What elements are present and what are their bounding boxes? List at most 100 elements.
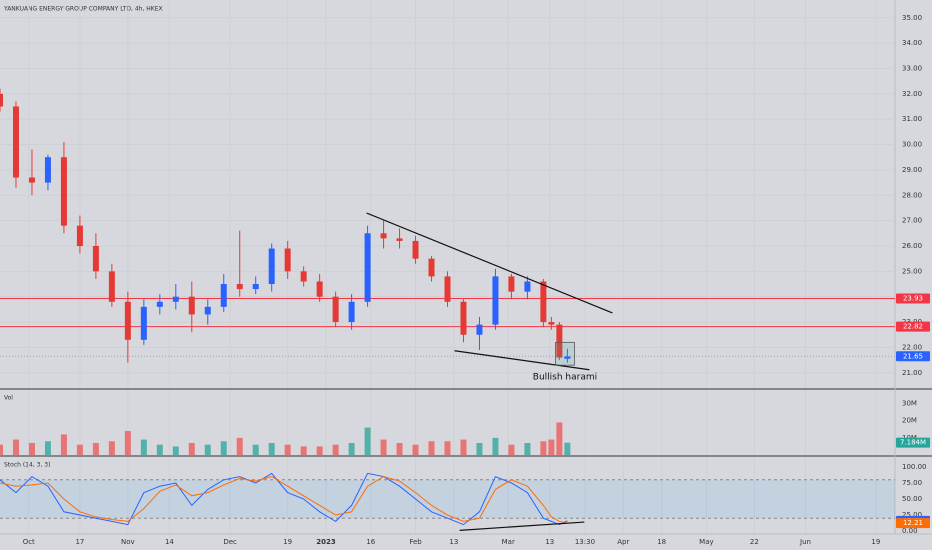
- volume-bar: [124, 431, 131, 455]
- volume-bar: [316, 446, 323, 455]
- annotation-box: [555, 341, 575, 366]
- candle-body: [300, 271, 307, 282]
- y-tick-label: 31.00: [902, 115, 922, 123]
- x-tick-label: 18: [657, 538, 666, 546]
- price-tag: 21.65: [903, 352, 923, 360]
- x-tick-label: Feb: [409, 538, 422, 546]
- y-tick-label: 34.00: [902, 39, 922, 47]
- candle-body: [284, 248, 291, 272]
- candle-body: [564, 356, 571, 359]
- level-tag: 23.93: [903, 294, 923, 302]
- volume-bar: [412, 444, 419, 455]
- candle-body: [492, 276, 499, 325]
- x-tick-label: Mar: [502, 538, 515, 546]
- volume-bar: [108, 441, 115, 455]
- y-tick-label: 25.00: [902, 511, 922, 519]
- candle-body: [508, 276, 515, 292]
- candle-body: [44, 157, 51, 183]
- candle-body: [316, 281, 323, 297]
- y-tick-label: 30M: [902, 400, 917, 408]
- stoch-tag: 12.21: [903, 519, 923, 527]
- volume-bar: [12, 439, 19, 455]
- y-tick-label: 20M: [902, 417, 917, 425]
- y-tick-label: 27.00: [902, 217, 922, 225]
- volume-bar: [396, 443, 403, 455]
- candle-body: [124, 301, 131, 340]
- trend-line: [454, 350, 590, 371]
- candle-body: [364, 233, 371, 302]
- volume-bar: [44, 441, 51, 455]
- stoch-line: [0, 472, 568, 526]
- y-tick-label: 28.00: [902, 191, 922, 199]
- candle-body: [156, 301, 163, 307]
- candle-body: [252, 284, 259, 290]
- x-tick-label: 16: [366, 538, 375, 546]
- volume-bar: [548, 439, 555, 455]
- stoch-band: [0, 479, 895, 519]
- y-tick-label: 75.00: [902, 479, 922, 487]
- candle-body: [412, 240, 419, 259]
- candle-body: [428, 258, 435, 277]
- volume-bar: [508, 444, 515, 455]
- level-tag: 22.82: [903, 323, 923, 331]
- volume-bar: [460, 439, 467, 455]
- x-tick-label: Oct: [23, 538, 35, 546]
- volume-bar: [444, 441, 451, 455]
- y-tick-label: 22.00: [902, 343, 922, 351]
- candle-body: [524, 281, 531, 292]
- x-tick-label: Nov: [121, 538, 135, 546]
- candle-body: [0, 93, 3, 107]
- volume-bar: [0, 444, 3, 455]
- y-tick-label: 35.00: [902, 14, 922, 22]
- volume-bar: [556, 422, 563, 455]
- x-tick-label: Jun: [799, 538, 811, 546]
- x-tick-label: May: [699, 538, 713, 546]
- pane-title: Stoch (14, 3, 3): [4, 462, 50, 469]
- candle-body: [12, 106, 19, 178]
- volume-bar: [92, 443, 99, 455]
- stoch-line: [0, 476, 568, 524]
- volume-bar: [524, 443, 531, 455]
- x-tick-label: 13: [449, 538, 458, 546]
- volume-bar: [28, 443, 35, 455]
- y-tick-label: 0.00: [902, 527, 918, 535]
- y-tick-label: 26.00: [902, 242, 922, 250]
- volume-tag: 7.184M: [900, 439, 926, 447]
- x-tick-label: 19: [871, 538, 880, 546]
- volume-bar: [564, 442, 571, 455]
- candle-body: [204, 306, 211, 315]
- candle-body: [268, 248, 275, 285]
- trend-line: [459, 521, 585, 531]
- x-tick-label: 19: [283, 538, 292, 546]
- y-tick-label: 33.00: [902, 64, 922, 72]
- candle-body: [220, 284, 227, 307]
- x-tick-label: 13:30: [575, 538, 595, 546]
- x-tick-label: 2023: [316, 538, 336, 546]
- volume-bar: [476, 443, 483, 455]
- candle-body: [348, 301, 355, 323]
- candle-body: [140, 306, 147, 340]
- chart-title: YANKUANG ENERGY GROUP COMPANY LTD, 4h, H…: [3, 6, 163, 13]
- volume-bar: [428, 441, 435, 455]
- candle-body: [476, 324, 483, 335]
- candle-body: [540, 281, 547, 323]
- y-tick-label: 21.00: [902, 369, 922, 377]
- volume-bar: [140, 439, 147, 455]
- volume-bar: [76, 444, 83, 455]
- candle-body: [60, 157, 67, 226]
- volume-bar: [284, 444, 291, 455]
- x-tick-label: Dec: [223, 538, 237, 546]
- y-tick-label: 50.00: [902, 495, 922, 503]
- stoch-tag-bg: [896, 518, 930, 529]
- level-tag-bg: [896, 321, 930, 332]
- candle-body: [380, 233, 387, 239]
- volume-bar: [364, 427, 371, 455]
- volume-bar: [268, 443, 275, 455]
- y-tick-label: 30.00: [902, 141, 922, 149]
- volume-bar: [492, 437, 499, 455]
- candle-body: [556, 324, 563, 358]
- volume-bar: [172, 446, 179, 455]
- candle-body: [28, 177, 35, 183]
- volume-tag-bg: [896, 437, 930, 448]
